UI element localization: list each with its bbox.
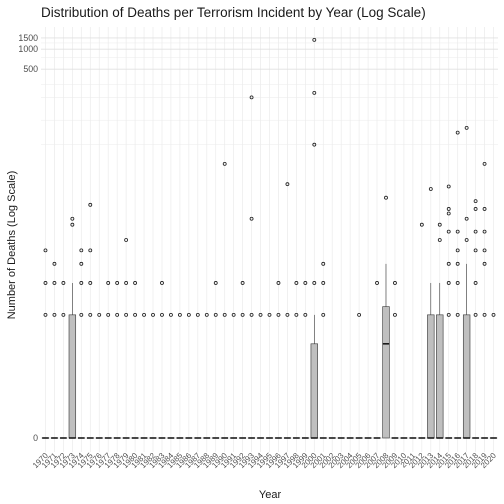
x-axis-title: Year <box>259 489 282 501</box>
y-tick-label: 1500 <box>18 33 38 43</box>
y-tick-label: 1000 <box>18 44 38 54</box>
y-tick-label: 500 <box>23 64 38 74</box>
y-axis-title: Number of Deaths (Log Scale) <box>6 171 18 320</box>
y-tick-label: 0 <box>33 433 38 443</box>
chart-title: Distribution of Deaths per Terrorism Inc… <box>41 5 426 20</box>
box-2017 <box>463 315 470 438</box>
box-1973 <box>69 315 76 438</box>
box-2008 <box>383 307 390 438</box>
box-2014 <box>436 315 443 438</box>
box-2013 <box>427 315 434 438</box>
box-2000 <box>311 344 318 438</box>
